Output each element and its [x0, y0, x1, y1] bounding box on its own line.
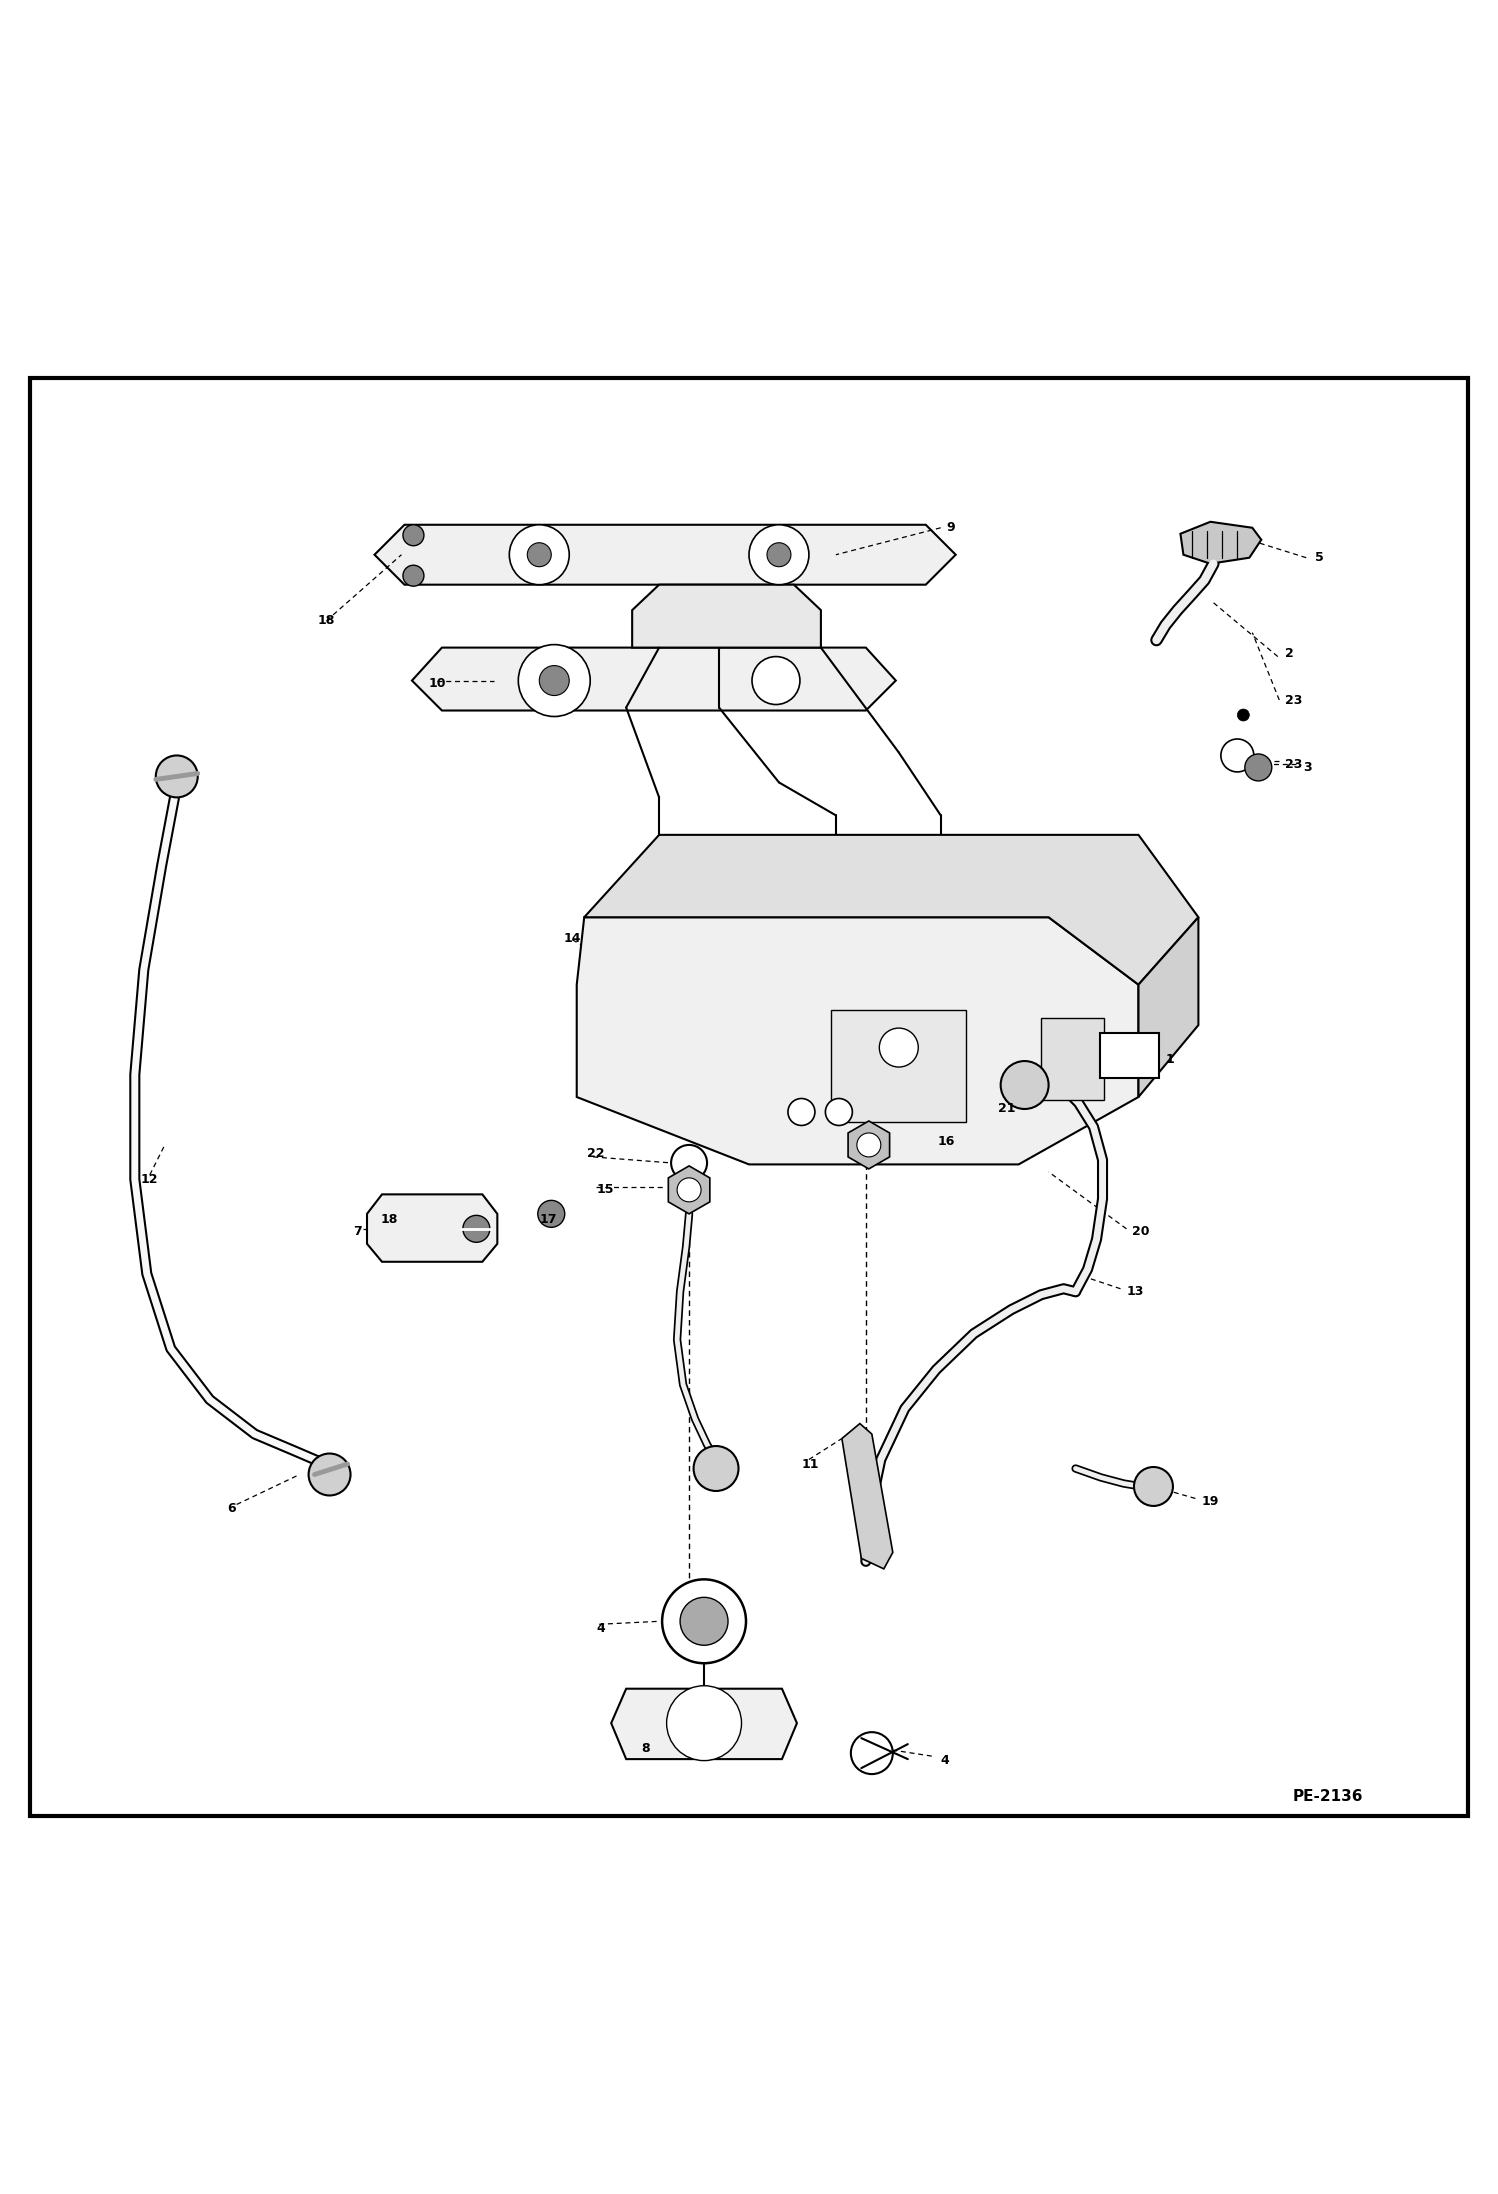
- Text: PE-2136: PE-2136: [1293, 1788, 1363, 1803]
- Polygon shape: [1138, 917, 1198, 1097]
- Text: 7: 7: [354, 1224, 363, 1237]
- Circle shape: [752, 656, 800, 704]
- Text: 4: 4: [596, 1621, 605, 1635]
- Text: 9: 9: [947, 522, 956, 535]
- FancyBboxPatch shape: [1100, 1033, 1159, 1077]
- Text: 20: 20: [1132, 1224, 1150, 1237]
- Text: 1: 1: [1165, 1053, 1174, 1066]
- Circle shape: [403, 566, 424, 586]
- Text: 4: 4: [941, 1755, 950, 1766]
- FancyBboxPatch shape: [1041, 1018, 1104, 1099]
- Text: 12: 12: [141, 1174, 159, 1187]
- Text: 14: 14: [563, 932, 581, 946]
- Text: 16: 16: [938, 1136, 956, 1147]
- Text: 2: 2: [1285, 647, 1294, 660]
- Polygon shape: [842, 1424, 893, 1569]
- Circle shape: [509, 524, 569, 584]
- Text: 23: 23: [1285, 693, 1303, 706]
- Circle shape: [156, 755, 198, 796]
- Circle shape: [788, 1099, 815, 1126]
- Circle shape: [857, 1132, 881, 1156]
- Text: 3: 3: [1303, 761, 1312, 774]
- Circle shape: [1134, 1468, 1173, 1505]
- Polygon shape: [848, 1121, 890, 1169]
- Polygon shape: [632, 584, 821, 647]
- Polygon shape: [374, 524, 956, 584]
- Circle shape: [538, 1200, 565, 1226]
- Circle shape: [1221, 739, 1254, 772]
- Text: 10: 10: [428, 678, 446, 691]
- Text: 17: 17: [539, 1213, 557, 1226]
- Circle shape: [518, 645, 590, 717]
- Circle shape: [1237, 709, 1249, 722]
- Circle shape: [694, 1446, 739, 1492]
- Text: 11: 11: [801, 1457, 819, 1470]
- Text: 23: 23: [1285, 757, 1303, 770]
- Text: 15: 15: [596, 1183, 614, 1196]
- Text: 21: 21: [998, 1101, 1016, 1115]
- Text: 5: 5: [1315, 551, 1324, 564]
- Text: 18: 18: [318, 614, 336, 627]
- Circle shape: [879, 1029, 918, 1066]
- Circle shape: [539, 665, 569, 695]
- Circle shape: [825, 1099, 852, 1126]
- Text: 18: 18: [380, 1213, 398, 1226]
- Text: 22: 22: [587, 1147, 605, 1161]
- Text: 13: 13: [1126, 1286, 1144, 1299]
- Circle shape: [680, 1597, 728, 1646]
- Circle shape: [767, 542, 791, 566]
- Text: 6: 6: [228, 1503, 237, 1516]
- Polygon shape: [577, 917, 1138, 1165]
- Circle shape: [527, 542, 551, 566]
- Circle shape: [463, 1215, 490, 1242]
- Circle shape: [749, 524, 809, 584]
- Circle shape: [309, 1452, 351, 1496]
- Polygon shape: [367, 1194, 497, 1262]
- Polygon shape: [668, 1165, 710, 1213]
- Circle shape: [403, 524, 424, 546]
- Polygon shape: [1180, 522, 1261, 564]
- FancyBboxPatch shape: [831, 1009, 966, 1123]
- Text: 8: 8: [641, 1742, 650, 1755]
- Polygon shape: [412, 647, 896, 711]
- Polygon shape: [584, 836, 1198, 985]
- Polygon shape: [611, 1689, 797, 1760]
- Circle shape: [851, 1731, 893, 1775]
- Circle shape: [1001, 1062, 1049, 1108]
- Circle shape: [677, 1178, 701, 1202]
- Circle shape: [667, 1685, 742, 1760]
- Text: 19: 19: [1201, 1494, 1219, 1507]
- Circle shape: [671, 1145, 707, 1180]
- Circle shape: [1245, 755, 1272, 781]
- Circle shape: [662, 1580, 746, 1663]
